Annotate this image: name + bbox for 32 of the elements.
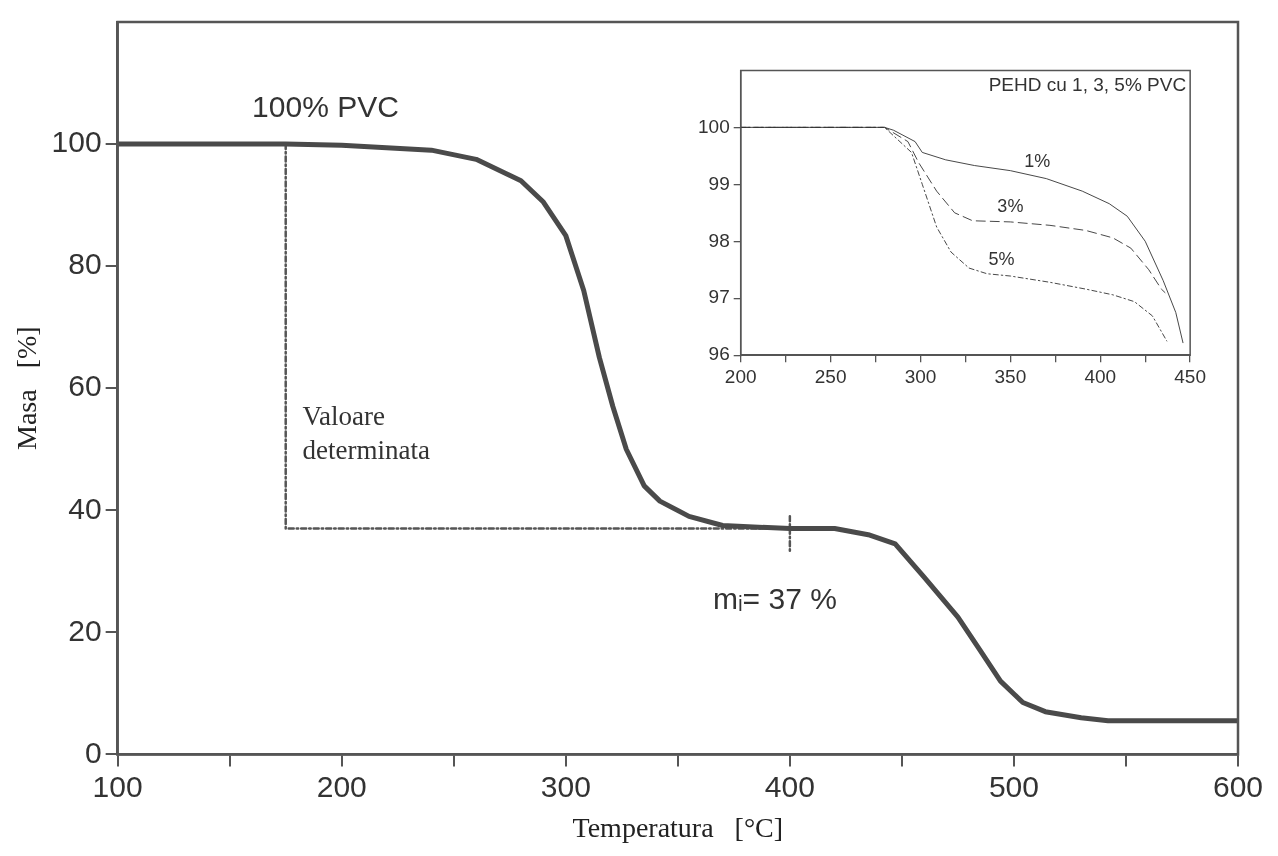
annotation: 100% PVC [252, 90, 399, 124]
x-tick-label: 300 [904, 365, 937, 387]
y-tick-label: 98 [708, 229, 730, 251]
y-tick-label: 100 [698, 115, 730, 137]
x-tick-label: 100 [92, 769, 143, 803]
x-tick-label: 250 [814, 365, 847, 387]
series-label: 1% [1024, 150, 1051, 171]
annotation: Valoare determinata [302, 400, 430, 465]
x-tick-label: 300 [540, 769, 591, 803]
series-label: 3% [997, 195, 1024, 216]
x-tick-label: 200 [316, 769, 367, 803]
x-tick-label: 450 [1174, 365, 1206, 387]
y-tick-label: 99 [708, 172, 730, 194]
y-tick-label: 97 [708, 286, 730, 308]
x-tick-label: 600 [1212, 769, 1264, 803]
y-tick-label: 80 [68, 247, 102, 281]
series-label: 5% [988, 249, 1015, 270]
y-tick-label: 100 [51, 125, 102, 159]
y-tick-label: 20 [68, 613, 102, 647]
x-tick-label: 200 [724, 365, 757, 387]
x-axis-title: Temperatura [°C] [572, 811, 784, 843]
annotation: mᵢ= 37 % [712, 581, 837, 615]
y-tick-label: 0 [84, 735, 102, 769]
chart-title: PEHD cu 1, 3, 5% PVC [988, 74, 1187, 96]
y-tick-label: 60 [68, 369, 102, 403]
x-tick-label: 400 [764, 769, 815, 803]
x-tick-label: 400 [1084, 365, 1117, 387]
y-axis-title: Masa [%] [11, 326, 43, 451]
y-tick-label: 40 [68, 491, 102, 525]
y-tick-label: 96 [708, 343, 730, 365]
x-tick-label: 350 [994, 365, 1027, 387]
x-tick-label: 500 [988, 769, 1039, 803]
